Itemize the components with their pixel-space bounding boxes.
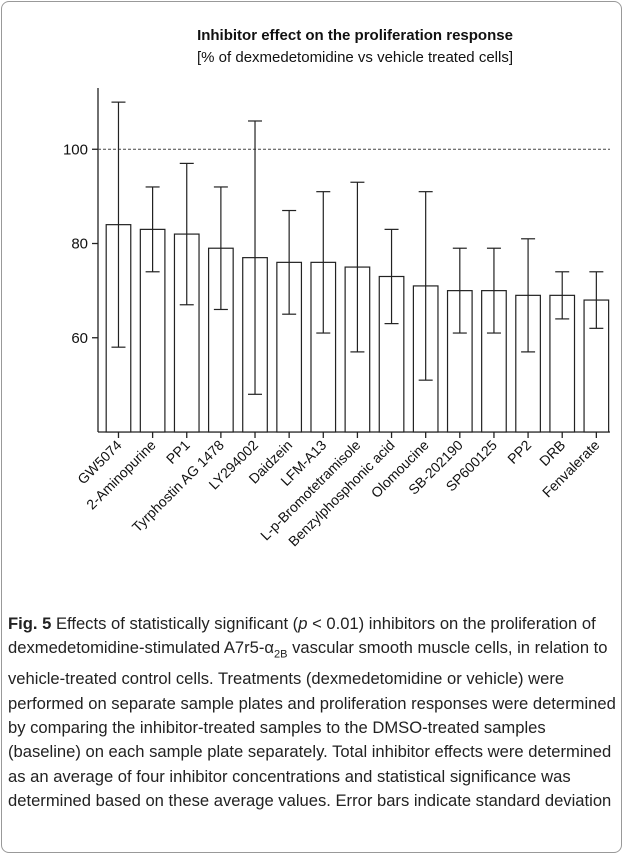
caption-text: < 0.01) inhibitors on the proliferation … [8, 614, 596, 658]
caption-text: vascular smooth muscle cells, in relatio… [8, 638, 616, 811]
x-tick-label: PP1 [163, 437, 193, 467]
y-tick-label: 100 [63, 141, 88, 158]
x-tick-label: PP2 [504, 437, 534, 467]
bar [583, 299, 610, 433]
chart-title: Inhibitor effect on the proliferation re… [197, 27, 513, 44]
caption-text: 2B [274, 648, 288, 661]
chart-subtitle: [% of dexmedetomidine vs vehicle treated… [197, 49, 513, 66]
caption-label: Fig. 5 [8, 614, 52, 633]
caption-text: Effects of statistically significant ( [55, 614, 299, 633]
caption-text: p [298, 614, 308, 633]
chart: Inhibitor effect on the proliferation re… [63, 27, 610, 549]
y-tick-label: 80 [71, 236, 88, 253]
y-tick-label: 60 [71, 330, 88, 347]
caption: Fig. 5 Effects of statistically signific… [8, 612, 618, 814]
